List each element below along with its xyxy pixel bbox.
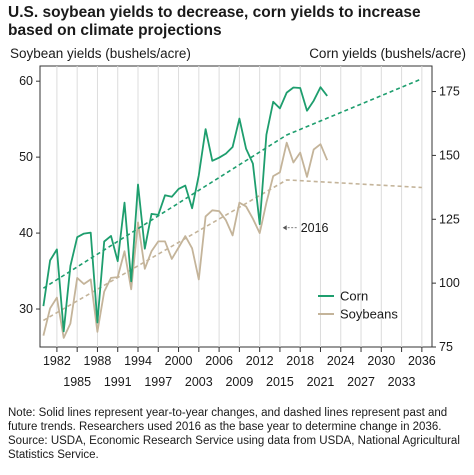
chart-svg: 1982 1988 1994 2000 2006 2012 2018 2024 2030 2036… — [19, 65, 460, 389]
x-tick-label: 2024 — [327, 354, 355, 368]
left-tick-label: 40 — [19, 226, 33, 240]
right-tick-label: 75 — [439, 340, 453, 354]
corn-trend-line — [42, 78, 423, 289]
annotation-arrowhead — [282, 225, 287, 231]
left-tick-label: 50 — [19, 150, 33, 164]
corn-line — [42, 86, 328, 333]
right-tick-label: 175 — [439, 85, 460, 99]
chart-title: U.S. soybean yields to decrease, corn yi… — [8, 4, 421, 39]
left-tick-label: 60 — [19, 74, 33, 88]
x-tick-label: 2009 — [225, 375, 253, 389]
annotation-2016: 2016 — [301, 221, 329, 235]
x-tick-label: 1985 — [63, 375, 91, 389]
x-tick-label: 2006 — [205, 354, 233, 368]
x-tick-label: 1994 — [124, 354, 152, 368]
legend-corn-label: Corn — [340, 289, 368, 304]
legend-soybeans-label: Soybeans — [340, 307, 398, 322]
chart-note: Note: Solid lines represent year-to-year… — [8, 406, 470, 462]
soybeans-line — [42, 141, 329, 339]
x-tick-label: 2018 — [286, 354, 314, 368]
x-tick-label: 2012 — [246, 354, 274, 368]
right-tick-label: 125 — [439, 212, 460, 226]
x-tick-label: 2003 — [185, 375, 213, 389]
x-tick-label: 2027 — [347, 375, 375, 389]
left-axis-title: Soybean yields (bushels/acre) — [10, 46, 191, 61]
right-tick-label: 150 — [439, 148, 460, 162]
x-tick-label: 1991 — [104, 375, 132, 389]
x-tick-label: 2000 — [165, 354, 193, 368]
x-tick-label: 1997 — [144, 375, 172, 389]
soybeans-trend-line — [42, 179, 422, 322]
x-tick-label: 1988 — [84, 354, 112, 368]
x-tick-label: 2030 — [367, 354, 395, 368]
right-axis-title: Corn yields (bushels/acre) — [309, 46, 466, 61]
left-tick-label: 30 — [19, 302, 33, 316]
note-text: Note: Solid lines represent year-to-year… — [8, 407, 448, 433]
source-text: Source: USDA, Economic Research Service … — [8, 435, 460, 461]
x-tick-label: 2015 — [266, 375, 294, 389]
plot-frame — [39, 65, 433, 348]
x-tick-label: 2021 — [307, 375, 335, 389]
x-tick-label: 2036 — [408, 354, 436, 368]
x-tick-label: 2033 — [388, 375, 416, 389]
x-tick-label: 1982 — [43, 354, 71, 368]
right-tick-label: 100 — [439, 276, 460, 290]
